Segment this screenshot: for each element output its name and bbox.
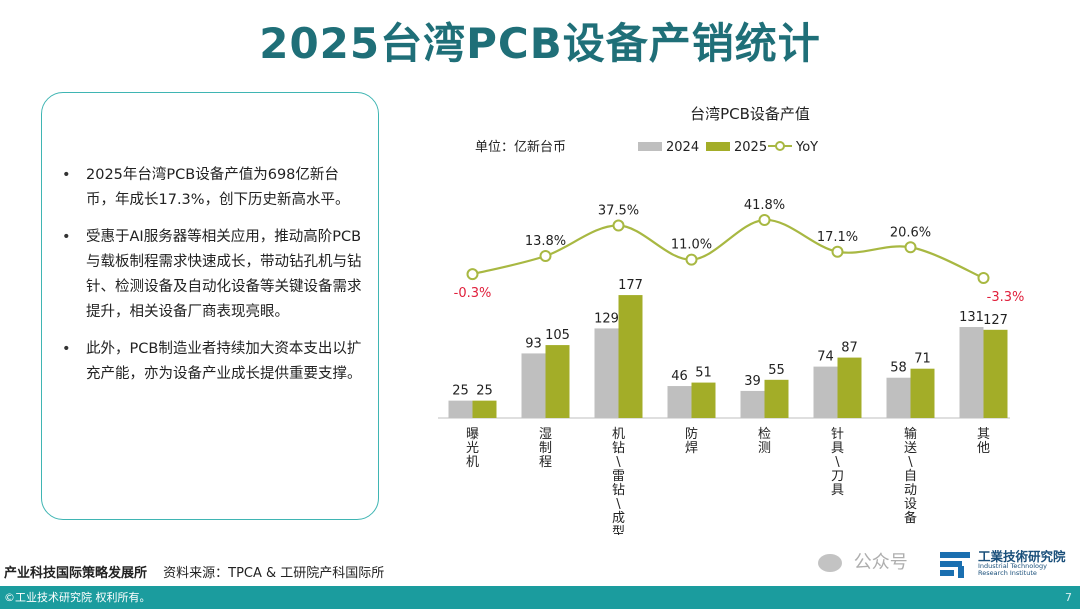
yoy-label: 41.8% [744, 198, 785, 213]
yoy-point [685, 253, 698, 266]
bar-2025 [545, 345, 570, 418]
bar-label-2025: 71 [914, 352, 931, 367]
bar-2025 [691, 382, 716, 418]
note-item: 2025年台湾PCB设备产值为698亿新台币，年成长17.3%，创下历史新高水平… [62, 163, 362, 213]
legend-label-yoy: YoY [795, 140, 818, 155]
bar-label-2025: 55 [768, 363, 785, 378]
bar-label-2025: 105 [545, 328, 570, 343]
footer-source: 资料来源：TPCA & 工研院产科国际所 [163, 566, 385, 581]
category-label: 针具\刀具 [831, 427, 844, 498]
yoy-label: 20.6% [890, 225, 931, 240]
category-label: 湿制程 [539, 427, 552, 470]
bar-label-2025: 25 [476, 384, 493, 399]
category-label: 防焊 [685, 426, 698, 456]
bar-label-2025: 87 [841, 341, 858, 356]
legend-swatch-2024 [638, 142, 662, 151]
legend-label-2024: 2024 [666, 140, 699, 155]
bar-label-2025: 177 [618, 278, 643, 293]
watermark-text: 公众号 [853, 552, 908, 573]
bar-2024 [667, 386, 692, 418]
bottom-bar: ©工业技术研究院 权利所有。 7 [0, 586, 1080, 609]
category-label: 其他 [977, 427, 990, 456]
bar-label-2024: 39 [744, 374, 761, 389]
wechat-icon [818, 554, 842, 572]
yoy-label: 17.1% [817, 230, 858, 245]
bar-2025 [472, 400, 497, 418]
bar-2024 [594, 328, 619, 418]
bar-label-2025: 127 [983, 313, 1008, 328]
yoy-point [904, 241, 917, 254]
bar-2025 [983, 329, 1008, 418]
legend-swatch-2025 [706, 142, 730, 151]
bar-2025 [764, 379, 789, 418]
bar-2024 [740, 390, 765, 418]
bar-2024 [448, 400, 473, 418]
bar-2025 [910, 368, 935, 418]
yoy-point [612, 219, 625, 232]
bar-label-2024: 74 [817, 350, 834, 365]
category-label: 曝光机 [466, 427, 479, 470]
page-title: 2025台湾PCB设备产销统计 [259, 19, 821, 68]
notes-list: 2025年台湾PCB设备产值为698亿新台币，年成长17.3%，创下历史新高水平… [62, 163, 362, 399]
category-label: 机钻\雷钻\成型 [612, 427, 625, 535]
equipment-output-chart: 台湾PCB设备产值 单位：亿新台币 2024 2025 YoY 25 25 9310… [438, 105, 1025, 535]
yoy-point [977, 272, 990, 284]
bar-2024 [813, 366, 838, 418]
yoy-line [472, 218, 984, 280]
legend: 2024 2025 YoY [638, 140, 818, 155]
bar-label-2024: 131 [959, 310, 984, 325]
yoy-label: 37.5% [598, 204, 639, 219]
category-label: 检测 [758, 427, 771, 456]
logo-english: Industrial Technology Research Institute [978, 562, 1047, 577]
yoy-label: 13.8% [525, 234, 566, 249]
yoy-point [466, 268, 479, 281]
yoy-point [758, 214, 771, 226]
watermark: 公众号 [818, 548, 938, 578]
category-label: 输送\自动设备 [904, 426, 917, 526]
footer-org: 产业科技国际策略发展所 [4, 566, 148, 581]
bar-label-2024: 58 [890, 361, 907, 376]
bar-label-2024: 129 [594, 311, 619, 326]
page-number: 7 [1065, 591, 1072, 604]
yoy-point [831, 245, 844, 258]
bar-2024 [959, 327, 984, 418]
legend-label-2025: 2025 [734, 140, 767, 155]
yoy-label: 11.0% [671, 238, 712, 253]
yoy-label: -0.3% [454, 286, 492, 301]
itri-logo: 工業技術研究院 Industrial Technology Research I… [940, 546, 1080, 582]
bar-label-2024: 25 [452, 384, 469, 399]
yoy-point [539, 250, 552, 263]
itri-logo-icon [940, 552, 970, 578]
legend-marker-yoy [775, 141, 785, 151]
bar-2025 [618, 295, 643, 418]
notes-panel: 2025年台湾PCB设备产值为698亿新台币，年成长17.3%，创下历史新高水平… [41, 92, 379, 520]
yoy-label: -3.3% [987, 290, 1025, 305]
bar-2024 [886, 377, 911, 418]
unit-label: 单位：亿新台币 [475, 139, 566, 155]
chart-title: 台湾PCB设备产值 [690, 105, 810, 123]
bar-label-2025: 51 [695, 366, 712, 381]
copyright: ©工业技术研究院 权利所有。 [4, 591, 151, 604]
bar-2025 [837, 357, 862, 418]
bar-label-2024: 93 [525, 336, 542, 351]
logo-name: 工業技術研究院 [978, 549, 1066, 564]
bar-label-2024: 46 [671, 369, 688, 384]
note-item: 此外，PCB制造业者持续加大资本支出以扩充产能，亦为设备产业成长提供重要支撑。 [62, 337, 362, 387]
bar-2024 [521, 353, 546, 418]
note-item: 受惠于AI服务器等相关应用，推动高阶PCB与载板制程需求快速成长，带动钻孔机与钻… [62, 225, 362, 325]
footer: 产业科技国际策略发展所 资料来源：TPCA & 工研院产科国际所 [4, 562, 384, 581]
